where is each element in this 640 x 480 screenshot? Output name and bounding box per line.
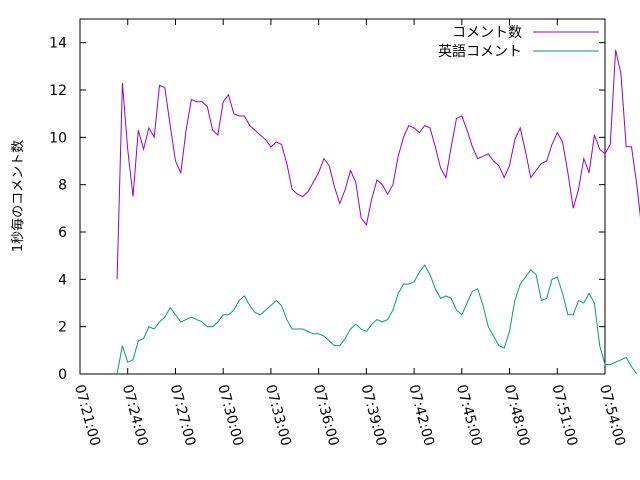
y-tick-label: 14	[49, 36, 67, 52]
legend: コメント数 英語コメント	[438, 25, 599, 60]
x-tick-label: 07:24:00	[119, 383, 151, 448]
x-tick-label: 07:33:00	[262, 383, 294, 448]
y-tick-labels: 0 2 4 6 8 10 12 14	[49, 36, 67, 383]
series-line-1	[116, 264, 638, 375]
x-tick-label: 07:48:00	[501, 383, 533, 448]
x-tick-label: 07:39:00	[357, 383, 389, 448]
y-axis-title: 1秒毎のコメント数	[10, 140, 26, 252]
y-tick-label: 12	[49, 83, 67, 99]
y-tick-label: 6	[58, 225, 67, 241]
legend-label-comments: コメント数	[452, 25, 522, 41]
x-tick-label: 07:42:00	[405, 383, 437, 448]
axis-ticks	[79, 19, 606, 375]
y-tick-label: 2	[58, 320, 67, 336]
series-lines	[116, 49, 640, 375]
y-tick-label: 0	[58, 367, 67, 383]
legend-label-english-comments: 英語コメント	[438, 43, 522, 60]
y-tick-label: 4	[58, 272, 67, 288]
x-tick-label: 07:30:00	[214, 383, 246, 448]
x-tick-labels: 07:21:00 07:24:00 07:27:00 07:30:00 07:33:00…	[71, 383, 628, 448]
x-tick-label: 07:21:00	[71, 383, 103, 448]
x-tick-label: 07:27:00	[167, 383, 199, 448]
y-tick-label: 10	[49, 130, 67, 146]
y-tick-label: 8	[58, 178, 67, 194]
series-line-0	[116, 49, 640, 280]
plot-area	[79, 18, 606, 375]
x-tick-label: 07:51:00	[548, 383, 580, 448]
x-tick-label: 07:36:00	[310, 383, 342, 448]
x-tick-label: 07:45:00	[453, 383, 485, 448]
x-tick-label: 07:54:00	[596, 383, 628, 448]
